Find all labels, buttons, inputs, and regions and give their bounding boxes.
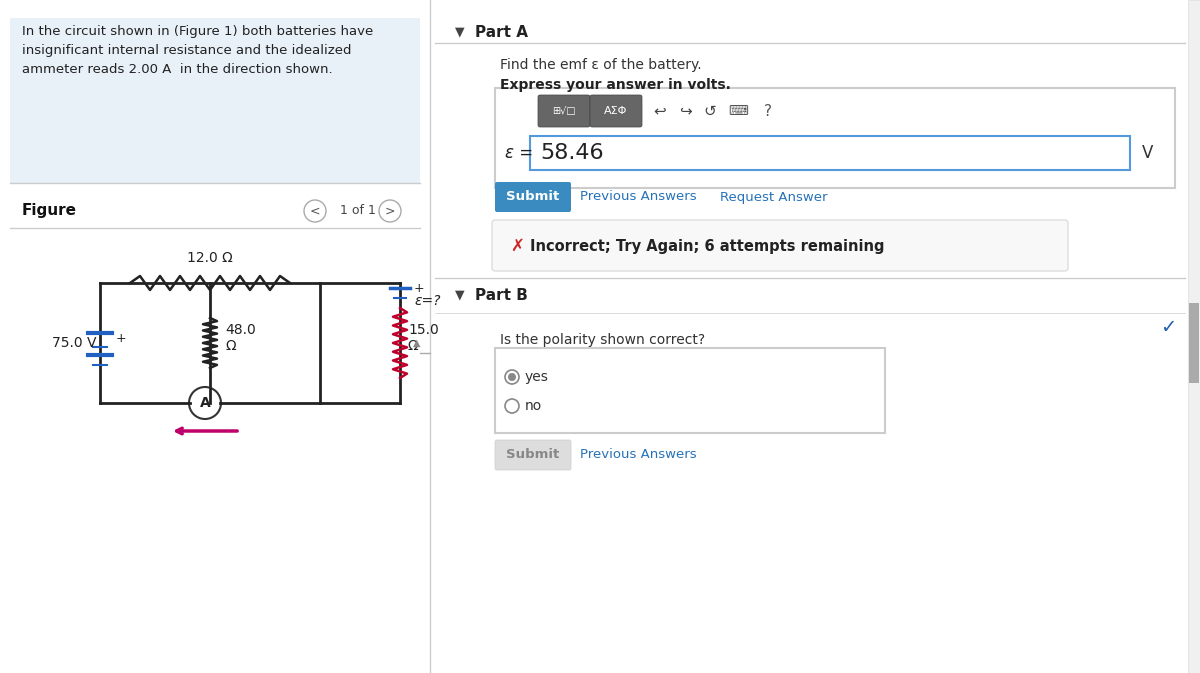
FancyBboxPatch shape (496, 440, 571, 470)
Text: In the circuit shown in (Figure 1) both batteries have
insignificant internal re: In the circuit shown in (Figure 1) both … (22, 25, 373, 76)
Text: ✗: ✗ (510, 237, 524, 255)
Text: 48.0
Ω: 48.0 Ω (226, 323, 256, 353)
Text: Submit: Submit (506, 190, 559, 203)
Text: Request Answer: Request Answer (720, 190, 828, 203)
Text: ⊞√□: ⊞√□ (552, 106, 576, 116)
Text: 1 of 1: 1 of 1 (340, 205, 376, 217)
Text: Incorrect; Try Again; 6 attempts remaining: Incorrect; Try Again; 6 attempts remaini… (530, 238, 884, 254)
Circle shape (508, 373, 516, 381)
Text: +: + (116, 332, 127, 345)
FancyBboxPatch shape (1189, 303, 1199, 383)
Text: ?: ? (764, 104, 772, 118)
Text: no: no (526, 399, 542, 413)
Text: Is the polarity shown correct?: Is the polarity shown correct? (500, 333, 706, 347)
Text: 15.0
Ω: 15.0 Ω (408, 323, 439, 353)
Text: >: > (385, 205, 395, 217)
Text: 58.46: 58.46 (540, 143, 604, 163)
FancyBboxPatch shape (10, 18, 420, 183)
Text: Previous Answers: Previous Answers (580, 190, 697, 203)
Text: ✓: ✓ (1160, 318, 1176, 337)
FancyBboxPatch shape (496, 88, 1175, 188)
Text: A: A (199, 396, 210, 410)
Text: Figure: Figure (22, 203, 77, 218)
Text: ↪: ↪ (679, 104, 691, 118)
Text: 75.0 V: 75.0 V (52, 336, 96, 350)
Text: ↺: ↺ (703, 104, 716, 118)
Text: 12.0 Ω: 12.0 Ω (187, 251, 233, 265)
FancyBboxPatch shape (538, 95, 590, 127)
Text: Previous Answers: Previous Answers (580, 448, 697, 462)
Text: ε=?: ε=? (414, 294, 440, 308)
Text: Find the emf ε of the battery.: Find the emf ε of the battery. (500, 58, 702, 72)
FancyBboxPatch shape (1188, 0, 1200, 673)
Text: ⌨: ⌨ (728, 104, 748, 118)
Text: ε =: ε = (505, 144, 533, 162)
FancyBboxPatch shape (492, 220, 1068, 271)
FancyBboxPatch shape (496, 348, 886, 433)
Text: ▼: ▼ (455, 25, 464, 38)
Text: ↩: ↩ (654, 104, 666, 118)
Text: ▲: ▲ (413, 338, 421, 348)
FancyBboxPatch shape (496, 182, 571, 212)
Text: <: < (310, 205, 320, 217)
Text: yes: yes (526, 370, 548, 384)
Text: +: + (414, 281, 425, 295)
Text: ΑΣΦ: ΑΣΦ (605, 106, 628, 116)
Text: V: V (1142, 144, 1153, 162)
FancyBboxPatch shape (590, 95, 642, 127)
Text: Part B: Part B (475, 288, 528, 303)
FancyBboxPatch shape (530, 136, 1130, 170)
Text: Express your answer in volts.: Express your answer in volts. (500, 78, 731, 92)
Text: ▼: ▼ (455, 288, 464, 301)
Text: Part A: Part A (475, 25, 528, 40)
Text: Submit: Submit (506, 448, 559, 462)
Circle shape (190, 387, 221, 419)
